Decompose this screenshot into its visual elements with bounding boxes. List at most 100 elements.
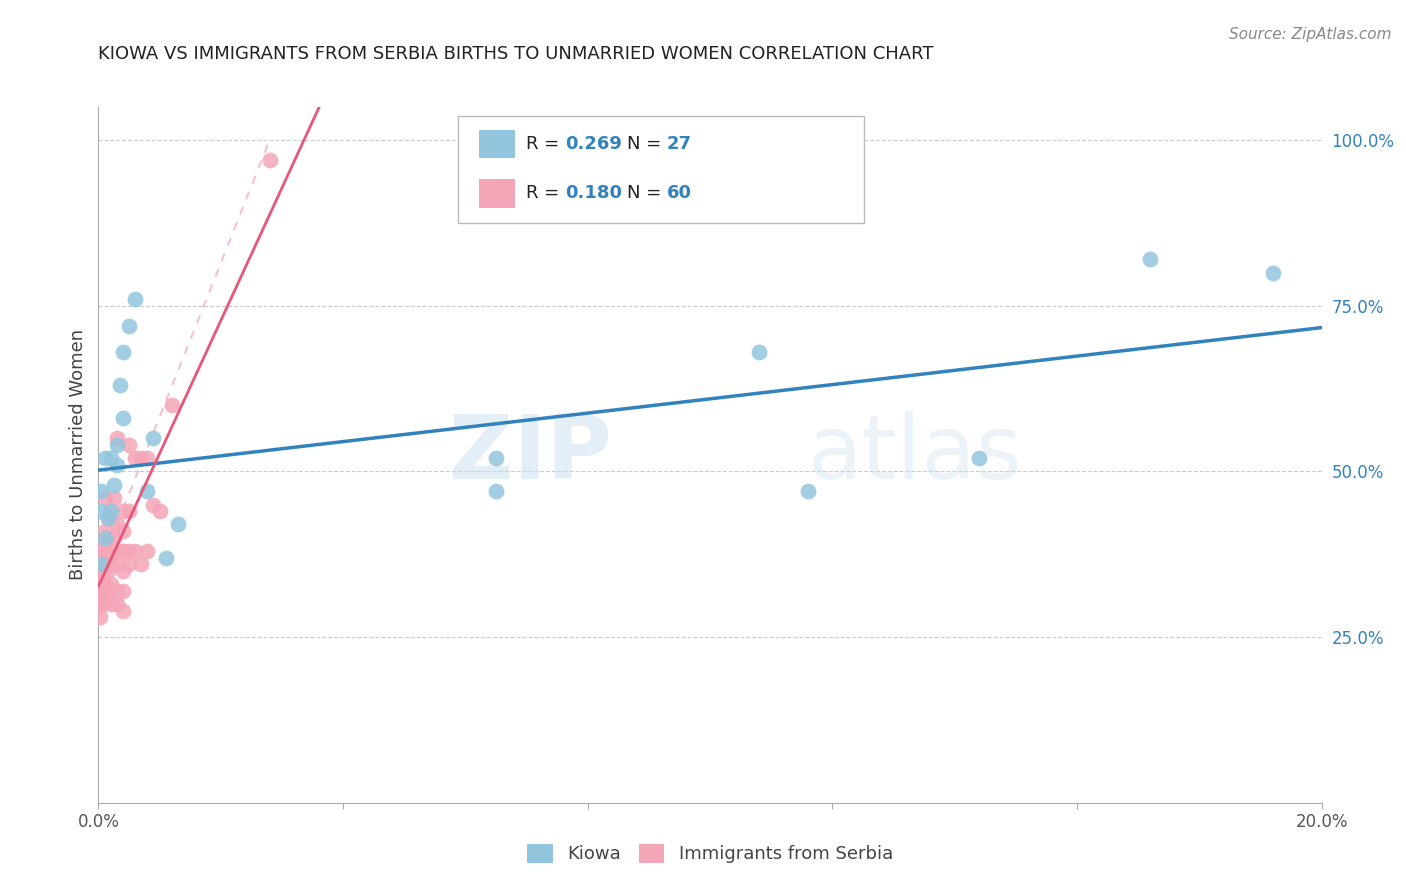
Point xyxy=(100,504,122,518)
Point xyxy=(111,345,134,359)
Point xyxy=(118,544,141,558)
Text: 0.180: 0.180 xyxy=(565,185,623,202)
Point xyxy=(90,597,112,611)
Text: R =: R = xyxy=(526,185,565,202)
Point xyxy=(90,558,112,572)
Point xyxy=(105,583,128,598)
Point xyxy=(967,451,990,466)
Point xyxy=(93,451,115,466)
Point xyxy=(103,491,125,505)
Point xyxy=(124,544,146,558)
Text: KIOWA VS IMMIGRANTS FROM SERBIA BIRTHS TO UNMARRIED WOMEN CORRELATION CHART: KIOWA VS IMMIGRANTS FROM SERBIA BIRTHS T… xyxy=(98,45,934,62)
Point xyxy=(91,564,114,578)
Point xyxy=(111,504,134,518)
Point xyxy=(89,570,111,584)
Text: N =: N = xyxy=(627,136,666,153)
Point xyxy=(155,550,177,565)
Point xyxy=(89,564,111,578)
Point xyxy=(89,583,111,598)
Point xyxy=(124,292,146,306)
Point xyxy=(136,451,159,466)
Point xyxy=(103,477,125,491)
Point xyxy=(89,544,111,558)
Point xyxy=(91,558,114,572)
Point xyxy=(93,544,115,558)
Point xyxy=(100,597,122,611)
Point xyxy=(118,558,141,572)
Point xyxy=(105,517,128,532)
Point xyxy=(91,597,114,611)
Point xyxy=(142,498,165,512)
Point xyxy=(149,504,172,518)
Text: 0.269: 0.269 xyxy=(565,136,621,153)
Point xyxy=(111,524,134,538)
Point xyxy=(797,484,820,499)
Point xyxy=(97,564,120,578)
Text: Source: ZipAtlas.com: Source: ZipAtlas.com xyxy=(1229,27,1392,42)
Point xyxy=(93,524,115,538)
Point xyxy=(111,583,134,598)
Point xyxy=(90,484,112,499)
Point xyxy=(129,451,152,466)
Point xyxy=(118,438,141,452)
Point xyxy=(100,504,122,518)
Y-axis label: Births to Unmarried Women: Births to Unmarried Women xyxy=(69,329,87,581)
Point xyxy=(100,451,122,466)
Point xyxy=(111,544,134,558)
Point xyxy=(136,484,159,499)
Point xyxy=(160,398,183,412)
Point xyxy=(111,411,134,425)
Point xyxy=(90,558,112,572)
Text: N =: N = xyxy=(627,185,666,202)
Point xyxy=(91,583,114,598)
Point xyxy=(259,153,281,167)
Text: 60: 60 xyxy=(666,185,692,202)
Point xyxy=(93,531,115,545)
Point xyxy=(97,511,120,525)
Point xyxy=(97,511,120,525)
Point xyxy=(1139,252,1161,267)
Point xyxy=(97,583,120,598)
Point xyxy=(108,378,131,392)
Point xyxy=(100,544,122,558)
Point xyxy=(105,438,128,452)
Point xyxy=(89,597,111,611)
Point xyxy=(118,504,141,518)
Legend: Kiowa, Immigrants from Serbia: Kiowa, Immigrants from Serbia xyxy=(527,844,893,863)
Point xyxy=(136,544,159,558)
Text: R =: R = xyxy=(526,136,565,153)
Text: atlas: atlas xyxy=(808,411,1024,499)
Point xyxy=(105,431,128,445)
Point xyxy=(142,431,165,445)
Point xyxy=(93,537,115,551)
Text: ZIP: ZIP xyxy=(450,411,612,499)
Point xyxy=(105,597,128,611)
Point xyxy=(111,564,134,578)
Point xyxy=(111,604,134,618)
Point xyxy=(105,458,128,472)
Text: 27: 27 xyxy=(666,136,692,153)
Point xyxy=(90,550,112,565)
Point xyxy=(118,318,141,333)
Point xyxy=(90,583,112,598)
Point xyxy=(485,484,508,499)
Point xyxy=(93,558,115,572)
Point xyxy=(124,451,146,466)
Point xyxy=(91,597,114,611)
Point xyxy=(89,610,111,624)
Point xyxy=(93,577,115,591)
Point xyxy=(1261,266,1284,280)
Point xyxy=(129,558,152,572)
Point xyxy=(100,577,122,591)
Point xyxy=(90,504,112,518)
Point xyxy=(91,544,114,558)
Point xyxy=(100,558,122,572)
Point xyxy=(108,544,131,558)
Point xyxy=(167,517,190,532)
Point xyxy=(93,544,115,558)
Point xyxy=(748,345,770,359)
Point xyxy=(485,451,508,466)
Point xyxy=(105,558,128,572)
Point xyxy=(93,491,115,505)
Point xyxy=(97,531,120,545)
